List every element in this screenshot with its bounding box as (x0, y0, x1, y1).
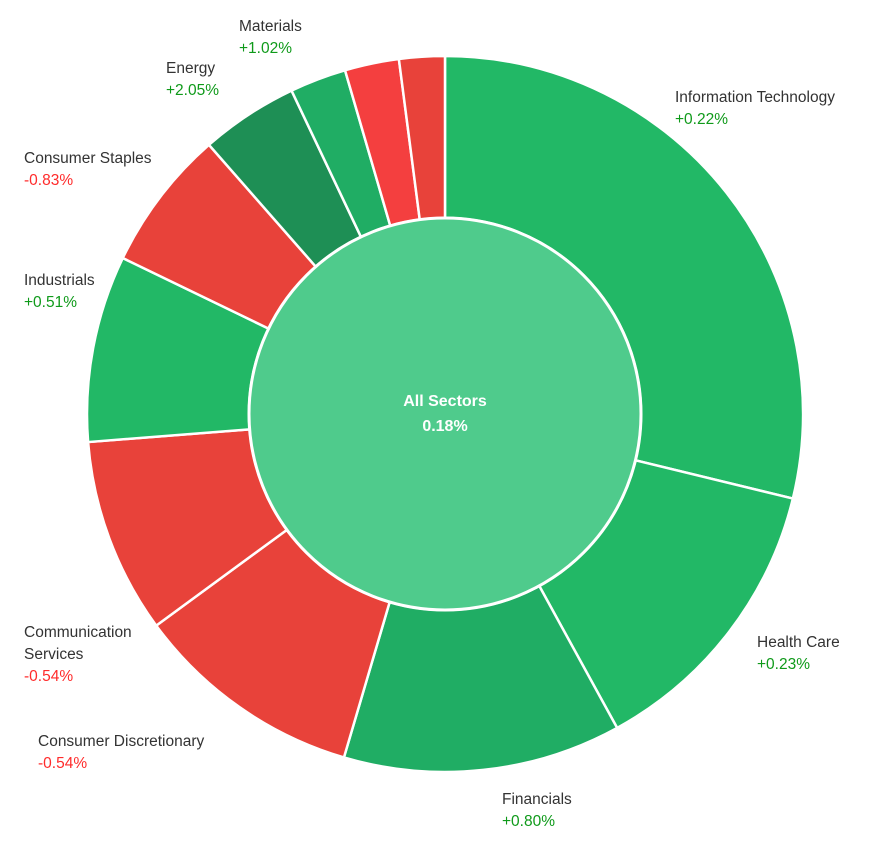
sector-change-label: +1.02% (239, 40, 292, 57)
label-materials: Materials +1.02% (239, 18, 302, 57)
all-sectors-center-disc[interactable] (247, 216, 643, 612)
sector-change-label: +0.23% (757, 656, 810, 673)
sector-name-label: Materials (239, 18, 302, 35)
sector-change-label: -0.54% (38, 755, 87, 772)
sector-labels: Information Technology +0.22% Health Care +… (24, 18, 840, 830)
sector-name-label: Services (24, 646, 84, 663)
center-change: 0.18% (422, 418, 467, 435)
sector-name-label: Energy (166, 60, 215, 77)
sector-name-label: Consumer Discretionary (38, 733, 204, 750)
sector-name-label: Consumer Staples (24, 150, 152, 167)
label-industrials: Industrials +0.51% (24, 272, 95, 311)
label-health-care: Health Care +0.23% (757, 634, 840, 673)
sector-name-label: Health Care (757, 634, 840, 651)
label-communication-services: Communication Services -0.54% (24, 624, 132, 685)
label-information-technology: Information Technology +0.22% (675, 89, 835, 128)
label-consumer-staples: Consumer Staples -0.83% (24, 150, 152, 189)
label-financials: Financials +0.80% (502, 791, 572, 830)
sector-name-label: Communication (24, 624, 132, 641)
sector-name-label: Information Technology (675, 89, 835, 106)
sector-change-label: -0.54% (24, 668, 73, 685)
center-label: All Sectors (403, 393, 487, 410)
label-energy: Energy +2.05% (166, 60, 219, 99)
sector-name-label: Industrials (24, 272, 95, 289)
sector-segments (85, 54, 805, 774)
sector-change-label: +2.05% (166, 82, 219, 99)
sector-change-label: +0.80% (502, 813, 555, 830)
sector-name-label: Financials (502, 791, 572, 808)
label-consumer-discretionary: Consumer Discretionary -0.54% (38, 733, 204, 772)
sector-change-label: +0.22% (675, 111, 728, 128)
sector-change-label: +0.51% (24, 294, 77, 311)
sector-change-label: -0.83% (24, 172, 73, 189)
